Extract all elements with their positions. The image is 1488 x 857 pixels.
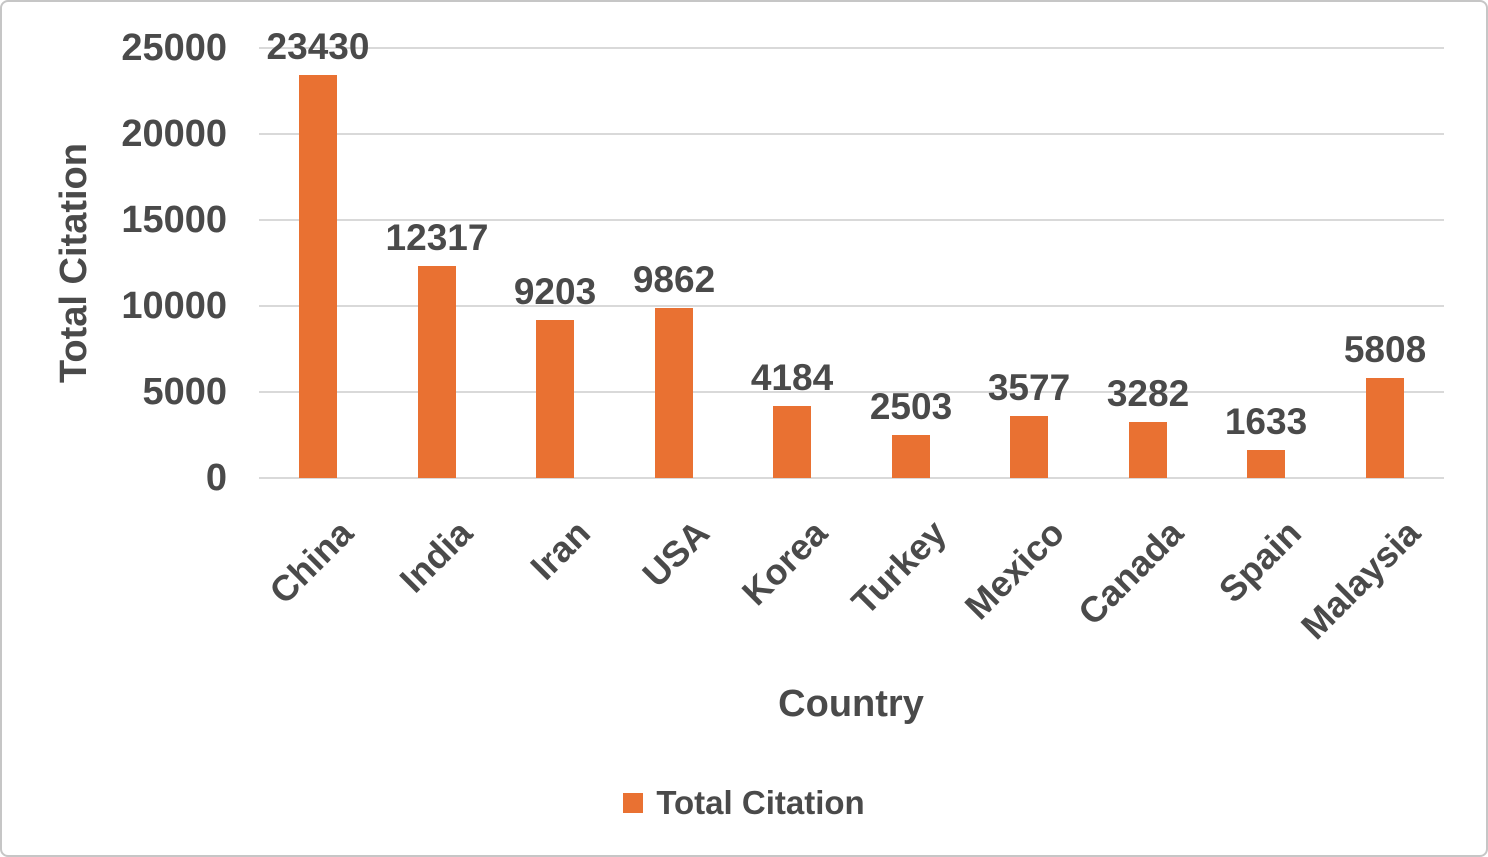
bar-india xyxy=(418,266,456,478)
y-axis-title: Total Citation xyxy=(53,143,95,383)
y-tick-label-20000: 20000 xyxy=(121,113,227,155)
legend-marker-total-citation xyxy=(623,793,644,813)
y-tick-label-25000: 25000 xyxy=(121,27,227,69)
bar-usa xyxy=(655,308,693,478)
bar-china xyxy=(299,75,337,478)
gridline-20000 xyxy=(259,133,1444,135)
bar-turkey xyxy=(892,435,930,478)
data-label-korea: 4184 xyxy=(750,357,834,398)
gridline-25000 xyxy=(259,47,1444,49)
gridline-0 xyxy=(259,477,1444,479)
legend-label-total-citation: Total Citation xyxy=(656,784,865,821)
y-tick-label-0: 0 xyxy=(205,457,227,499)
data-label-turkey: 2503 xyxy=(869,386,953,427)
data-label-malaysia: 5808 xyxy=(1343,329,1427,370)
data-label-usa: 9862 xyxy=(632,259,716,300)
y-tick-label-10000: 10000 xyxy=(121,285,227,327)
bar-canada xyxy=(1129,422,1167,478)
bar-iran xyxy=(536,320,574,478)
data-label-canada: 3282 xyxy=(1106,373,1190,414)
y-tick-label-15000: 15000 xyxy=(121,199,227,241)
data-label-spain: 1633 xyxy=(1224,401,1308,442)
legend: Total Citation xyxy=(2,780,1486,826)
data-label-mexico: 3577 xyxy=(987,367,1071,408)
bar-malaysia xyxy=(1366,378,1404,478)
x-axis-title: Country xyxy=(778,683,924,725)
data-label-india: 12317 xyxy=(385,217,489,258)
data-label-iran: 9203 xyxy=(513,271,597,312)
data-label-china: 23430 xyxy=(266,26,370,67)
bar-mexico xyxy=(1010,416,1048,478)
bar-korea xyxy=(773,406,811,478)
gridline-15000 xyxy=(259,219,1444,221)
bar-spain xyxy=(1247,450,1285,478)
y-tick-label-5000: 5000 xyxy=(142,371,227,413)
gridline-10000 xyxy=(259,305,1444,307)
gridline-5000 xyxy=(259,391,1444,393)
